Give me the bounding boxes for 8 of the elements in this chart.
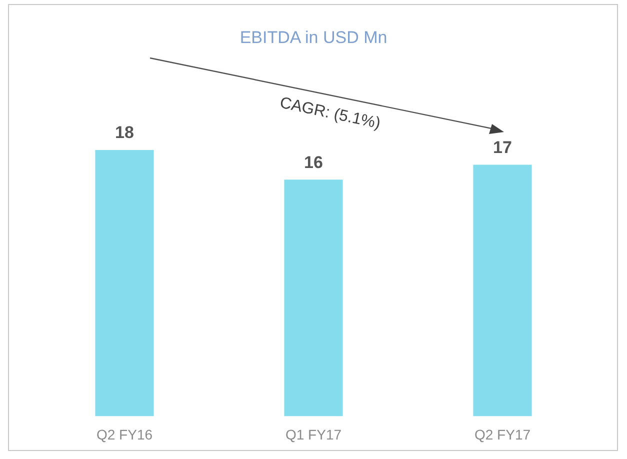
data-label: 17	[493, 138, 512, 157]
chart-title: EBITDA in USD Mn	[238, 28, 388, 48]
x-tick-label: Q2 FY17	[474, 426, 531, 442]
data-label: 18	[115, 123, 134, 142]
text: CAGR: (5.1%)	[278, 94, 382, 134]
x-tick-label: Q2 FY16	[96, 426, 153, 442]
x-tick-label: Q1 FY17	[285, 426, 342, 442]
data-label: 16	[304, 152, 323, 172]
